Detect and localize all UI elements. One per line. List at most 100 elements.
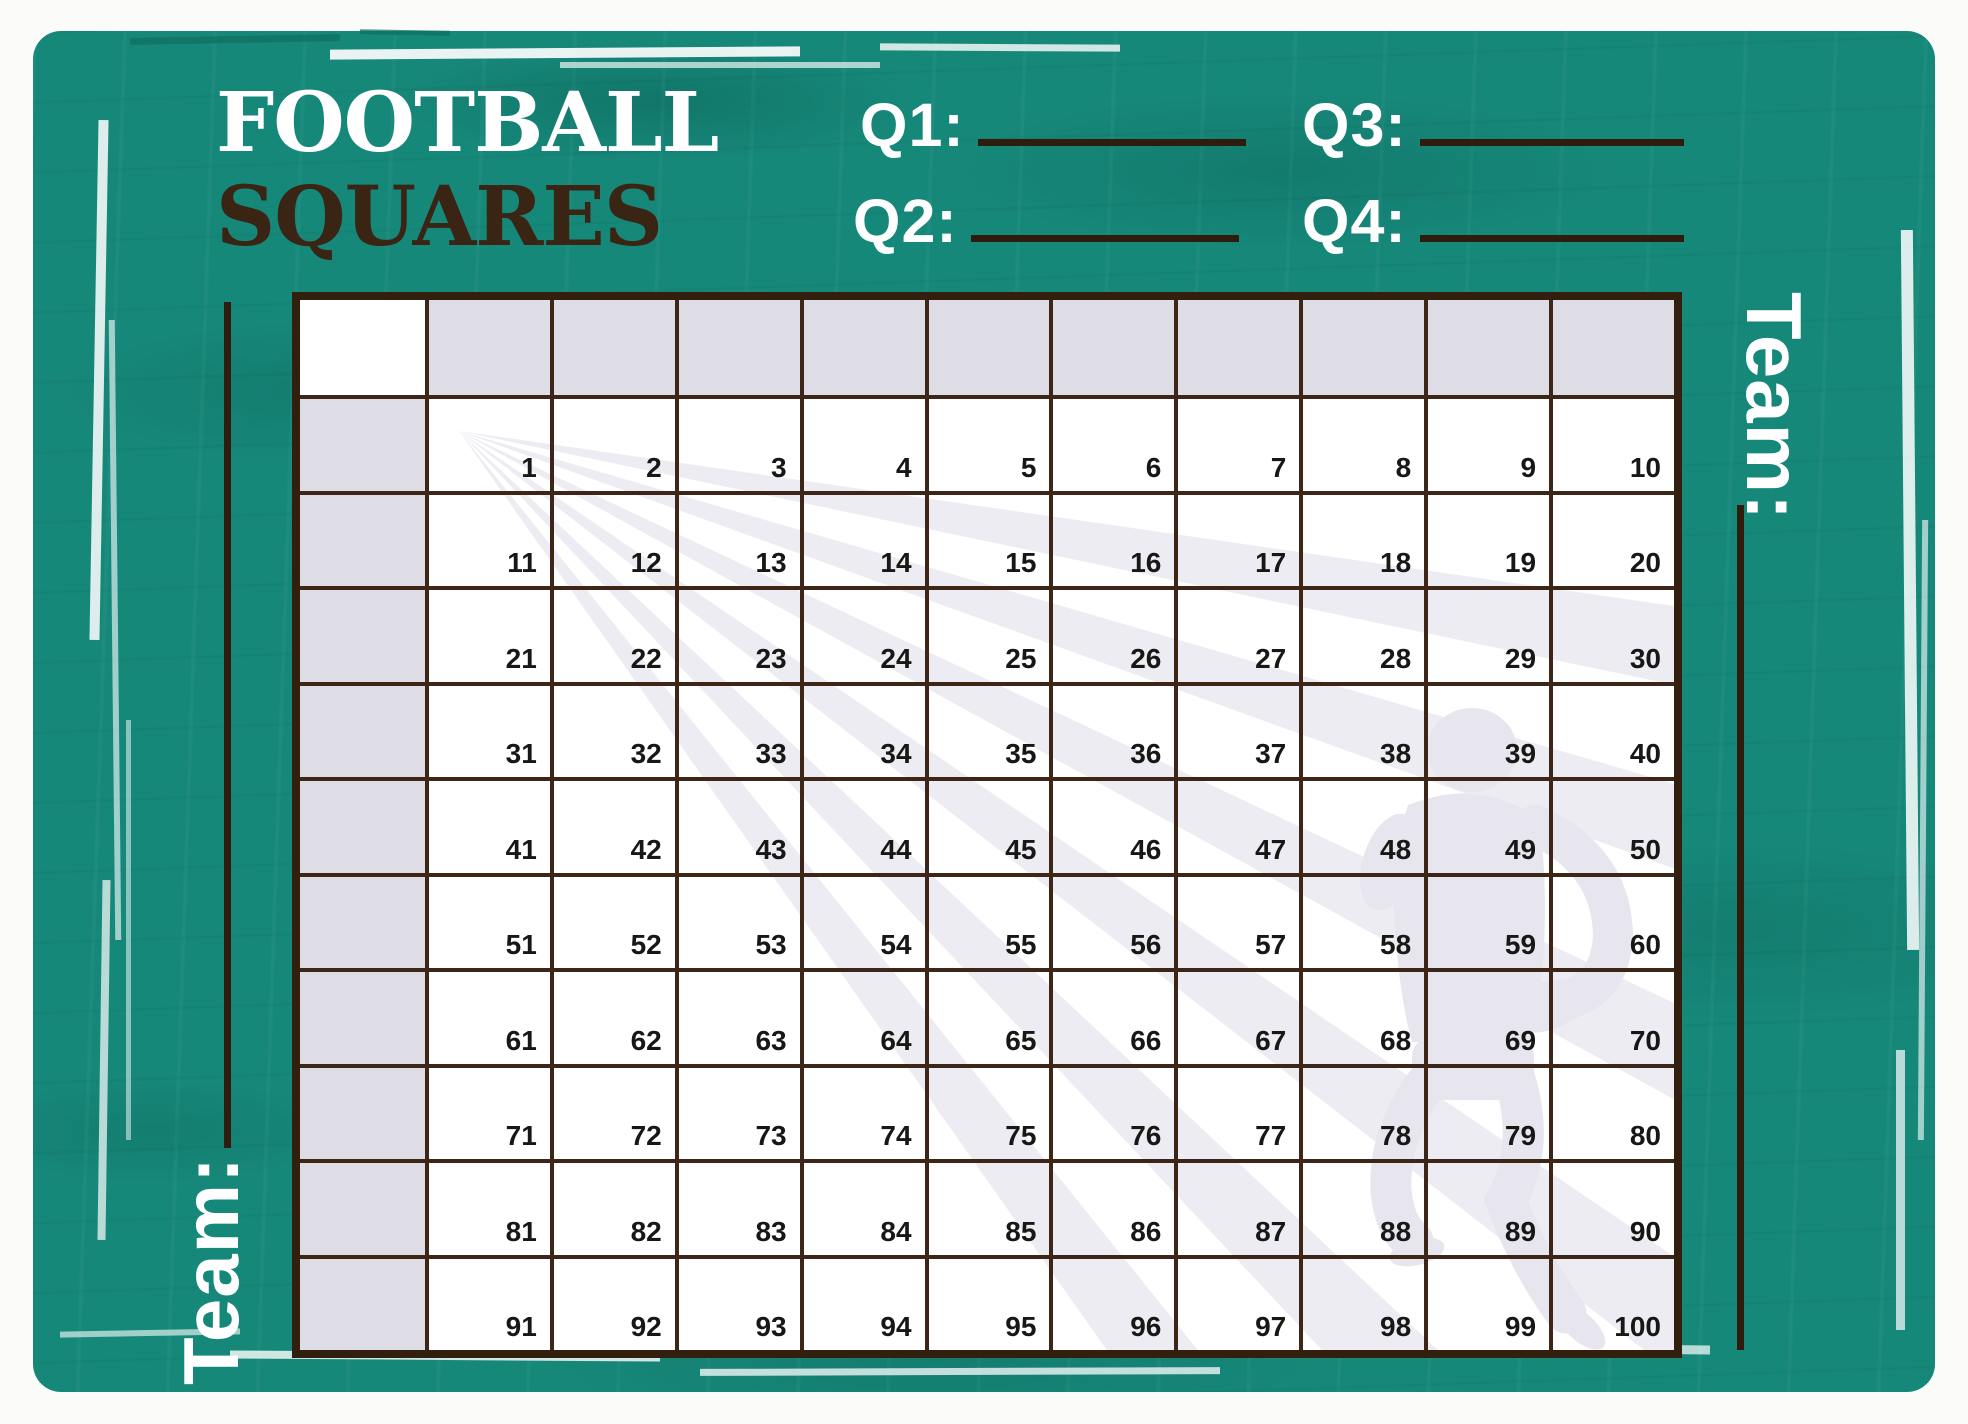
square-cell[interactable]: 67	[1174, 968, 1300, 1064]
square-cell[interactable]: 40	[1549, 681, 1674, 778]
square-cell[interactable]: 45	[924, 777, 1050, 873]
square-cell[interactable]: 86	[1049, 1159, 1175, 1255]
square-cell[interactable]: 93	[674, 1254, 800, 1350]
square-cell[interactable]: 26	[1049, 586, 1175, 682]
square-cell[interactable]: 53	[674, 872, 800, 969]
square-cell[interactable]: 46	[1049, 777, 1175, 873]
row-header-cell[interactable]	[300, 1254, 425, 1350]
square-cell[interactable]: 28	[1299, 586, 1425, 682]
row-header-cell[interactable]	[300, 1063, 425, 1160]
column-header-cell[interactable]	[1174, 300, 1300, 396]
square-cell[interactable]: 9	[1424, 395, 1550, 491]
column-header-cell[interactable]	[924, 300, 1050, 396]
square-cell[interactable]: 75	[924, 1063, 1050, 1160]
square-cell[interactable]: 27	[1174, 586, 1300, 682]
square-cell[interactable]: 14	[799, 490, 925, 587]
square-cell[interactable]: 84	[799, 1159, 925, 1255]
square-cell[interactable]: 50	[1549, 777, 1674, 873]
square-cell[interactable]: 3	[674, 395, 800, 491]
row-header-cell[interactable]	[300, 490, 425, 587]
square-cell[interactable]: 16	[1049, 490, 1175, 587]
column-header-cell[interactable]	[1549, 300, 1674, 396]
square-cell[interactable]: 37	[1174, 681, 1300, 778]
row-header-cell[interactable]	[300, 968, 425, 1064]
square-cell[interactable]: 18	[1299, 490, 1425, 587]
square-cell[interactable]: 31	[424, 681, 550, 778]
square-cell[interactable]: 81	[424, 1159, 550, 1255]
square-cell[interactable]: 30	[1549, 586, 1674, 682]
square-cell[interactable]: 100	[1549, 1254, 1674, 1350]
square-cell[interactable]: 19	[1424, 490, 1550, 587]
square-cell[interactable]: 38	[1299, 681, 1425, 778]
square-cell[interactable]: 82	[549, 1159, 675, 1255]
square-cell[interactable]: 13	[674, 490, 800, 587]
square-cell[interactable]: 98	[1299, 1254, 1425, 1350]
square-cell[interactable]: 94	[799, 1254, 925, 1350]
square-cell[interactable]: 58	[1299, 872, 1425, 969]
square-cell[interactable]: 5	[924, 395, 1050, 491]
row-header-cell[interactable]	[300, 777, 425, 873]
q3-score-blank[interactable]	[1419, 139, 1684, 146]
square-cell[interactable]: 22	[549, 586, 675, 682]
square-cell[interactable]: 33	[674, 681, 800, 778]
square-cell[interactable]: 11	[424, 490, 550, 587]
square-cell[interactable]: 66	[1049, 968, 1175, 1064]
column-header-cell[interactable]	[549, 300, 675, 396]
square-cell[interactable]: 4	[799, 395, 925, 491]
square-cell[interactable]: 74	[799, 1063, 925, 1160]
square-cell[interactable]: 36	[1049, 681, 1175, 778]
square-cell[interactable]: 85	[924, 1159, 1050, 1255]
row-header-cell[interactable]	[300, 872, 425, 969]
square-cell[interactable]: 78	[1299, 1063, 1425, 1160]
square-cell[interactable]: 71	[424, 1063, 550, 1160]
square-cell[interactable]: 44	[799, 777, 925, 873]
square-cell[interactable]: 97	[1174, 1254, 1300, 1350]
team-right-name-blank[interactable]	[1737, 505, 1744, 1350]
square-cell[interactable]: 62	[549, 968, 675, 1064]
row-header-cell[interactable]	[300, 1159, 425, 1255]
square-cell[interactable]: 59	[1424, 872, 1550, 969]
square-cell[interactable]: 49	[1424, 777, 1550, 873]
square-cell[interactable]: 90	[1549, 1159, 1674, 1255]
square-cell[interactable]: 41	[424, 777, 550, 873]
team-left-name-blank[interactable]	[224, 302, 231, 1148]
square-cell[interactable]: 76	[1049, 1063, 1175, 1160]
square-cell[interactable]: 64	[799, 968, 925, 1064]
column-header-cell[interactable]	[799, 300, 925, 396]
column-header-cell[interactable]	[1049, 300, 1175, 396]
square-cell[interactable]: 51	[424, 872, 550, 969]
square-cell[interactable]: 77	[1174, 1063, 1300, 1160]
square-cell[interactable]: 95	[924, 1254, 1050, 1350]
square-cell[interactable]: 96	[1049, 1254, 1175, 1350]
column-header-cell[interactable]	[424, 300, 550, 396]
square-cell[interactable]: 8	[1299, 395, 1425, 491]
square-cell[interactable]: 29	[1424, 586, 1550, 682]
square-cell[interactable]: 15	[924, 490, 1050, 587]
square-cell[interactable]: 92	[549, 1254, 675, 1350]
square-cell[interactable]: 52	[549, 872, 675, 969]
square-cell[interactable]: 61	[424, 968, 550, 1064]
q2-score-blank[interactable]	[970, 235, 1239, 242]
square-cell[interactable]: 55	[924, 872, 1050, 969]
square-cell[interactable]: 56	[1049, 872, 1175, 969]
square-cell[interactable]: 65	[924, 968, 1050, 1064]
square-cell[interactable]: 47	[1174, 777, 1300, 873]
square-cell[interactable]: 60	[1549, 872, 1674, 969]
square-cell[interactable]: 68	[1299, 968, 1425, 1064]
square-cell[interactable]: 35	[924, 681, 1050, 778]
square-cell[interactable]: 42	[549, 777, 675, 873]
square-cell[interactable]: 48	[1299, 777, 1425, 873]
square-cell[interactable]: 80	[1549, 1063, 1674, 1160]
square-cell[interactable]: 1	[424, 395, 550, 491]
square-cell[interactable]: 72	[549, 1063, 675, 1160]
square-cell[interactable]: 91	[424, 1254, 550, 1350]
square-cell[interactable]: 12	[549, 490, 675, 587]
square-cell[interactable]: 73	[674, 1063, 800, 1160]
square-cell[interactable]: 79	[1424, 1063, 1550, 1160]
square-cell[interactable]: 54	[799, 872, 925, 969]
square-cell[interactable]: 25	[924, 586, 1050, 682]
square-cell[interactable]: 17	[1174, 490, 1300, 587]
column-header-cell[interactable]	[674, 300, 800, 396]
row-header-cell[interactable]	[300, 681, 425, 778]
square-cell[interactable]: 10	[1549, 395, 1674, 491]
